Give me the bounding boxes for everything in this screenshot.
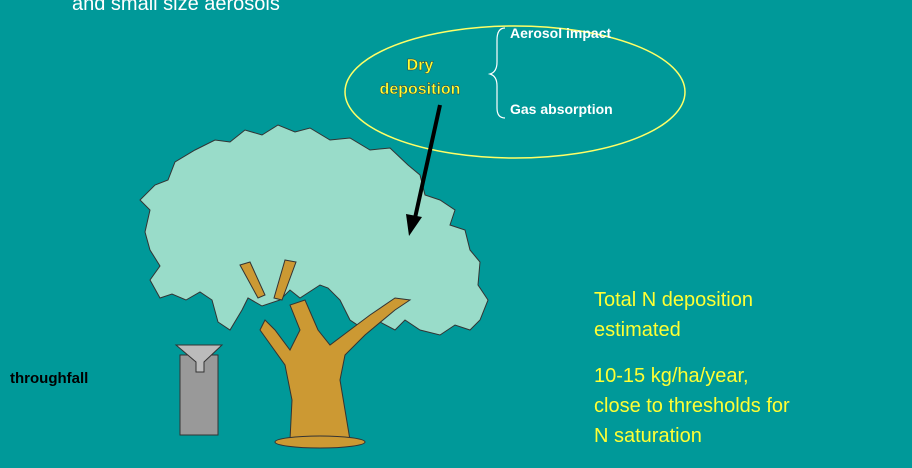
header-text: and small size aerosols [72, 0, 280, 15]
bubble-label: deposition [380, 81, 461, 98]
roots [274, 435, 366, 449]
branch [273, 259, 297, 301]
note: Total N deposition estimated 10-15 kg/ha… [594, 289, 790, 447]
note-line: 10-15 kg/ha/year, [594, 365, 749, 387]
note-line: close to thresholds for [594, 395, 790, 417]
trunk [259, 297, 412, 441]
bubble [344, 25, 686, 159]
collector-label: throughfall [10, 370, 88, 387]
arrow [413, 104, 442, 219]
branch-label: Gas absorption [510, 101, 613, 117]
note-line: Total N deposition [594, 289, 753, 311]
arrow-head [406, 214, 422, 236]
note-line: estimated [594, 319, 681, 341]
brace [487, 27, 506, 119]
branch [239, 261, 266, 299]
branch-label: Aerosol impact [510, 25, 611, 41]
bubble-label: Dry [407, 57, 434, 74]
funnel [174, 344, 224, 373]
note-line: N saturation [594, 425, 702, 447]
canopy [139, 124, 489, 336]
